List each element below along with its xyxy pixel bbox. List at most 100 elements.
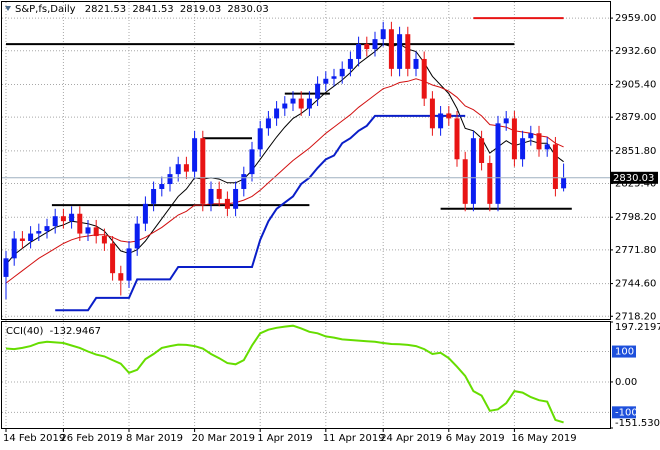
- candle-body: [388, 29, 394, 69]
- y-tick-label: 2825.40: [615, 179, 656, 190]
- y-tick-label: 2932.60: [615, 46, 656, 57]
- candle-body: [306, 98, 312, 109]
- y-tick-label: 2959.00: [615, 13, 656, 24]
- x-tick-label: 24 Apr 2019: [380, 433, 442, 444]
- candle-body: [265, 118, 271, 129]
- y-tick-label: 2798.20: [615, 212, 656, 223]
- x-tick-label: 16 May 2019: [511, 433, 576, 444]
- candle-body: [151, 188, 157, 204]
- candle-body: [274, 108, 280, 119]
- chart-header: S&P,fs,Daily 2821.53 2841.53 2819.03 283…: [15, 4, 269, 15]
- x-tick-label: 20 Mar 2019: [192, 433, 255, 444]
- candle-body: [487, 162, 493, 204]
- candle-body: [126, 248, 132, 281]
- candle-body: [339, 68, 345, 77]
- candle-body: [52, 216, 58, 227]
- header-open: 2821.53: [85, 4, 126, 15]
- candle-body: [208, 188, 214, 204]
- candle-body: [241, 174, 247, 189]
- candle-body: [77, 213, 83, 234]
- candle-body: [118, 273, 124, 281]
- candle-body: [93, 227, 99, 237]
- header-high: 2841.53: [132, 4, 173, 15]
- candle-body: [495, 123, 501, 204]
- cci-line: [5, 324, 564, 424]
- candle-body: [470, 138, 476, 204]
- last-price-box: [610, 171, 658, 184]
- candle-body: [44, 226, 50, 232]
- candle-body: [28, 233, 34, 241]
- candle-body: [282, 103, 288, 109]
- y-tick-label: 2879.00: [615, 112, 656, 123]
- candle-body: [544, 144, 550, 150]
- candle-body: [438, 113, 444, 129]
- cci-header: CCI(40) -132.9467: [6, 326, 101, 337]
- level-label: -100: [615, 407, 638, 418]
- y-tick-label: 2851.80: [615, 146, 656, 157]
- y-tick-label: 0.00: [615, 377, 637, 388]
- candle-body: [364, 44, 370, 50]
- candle-body: [216, 188, 222, 199]
- candle-body: [479, 138, 485, 163]
- candle-body: [421, 58, 427, 99]
- candle-body: [528, 133, 534, 139]
- candle-body: [233, 188, 239, 209]
- level-label: 100: [615, 347, 634, 358]
- candle-body: [429, 98, 435, 129]
- candle-body: [413, 58, 419, 69]
- candle-body: [290, 98, 296, 104]
- candle-body: [454, 118, 460, 160]
- candle-body: [552, 144, 558, 189]
- candle-body: [503, 118, 509, 124]
- y-tick-label: 2905.40: [615, 79, 656, 90]
- x-tick-label: 6 May 2019: [446, 433, 505, 444]
- candle-body: [249, 149, 255, 175]
- candle-body: [183, 164, 189, 172]
- candle-body: [397, 34, 403, 69]
- y-tick-label: 2771.80: [615, 245, 656, 256]
- candle-body: [405, 34, 411, 69]
- y-tick-label: 2718.20: [615, 311, 656, 322]
- candle-body: [85, 227, 91, 234]
- cci-last: -132.9467: [50, 326, 101, 337]
- indicator-line: [55, 114, 466, 312]
- x-tick-label: 11 Apr 2019: [323, 433, 385, 444]
- candle-body: [192, 138, 198, 172]
- x-tick-label: 14 Feb 2019: [3, 433, 65, 444]
- candle-body: [315, 83, 321, 99]
- candle-body: [142, 203, 148, 224]
- price-panel: [1, 1, 611, 320]
- candle-body: [69, 213, 75, 222]
- last-price-label: 2830.03: [613, 173, 654, 184]
- level-box: [612, 406, 636, 419]
- candle-body: [134, 223, 140, 249]
- candle-body: [323, 78, 329, 84]
- candle-body: [298, 98, 304, 109]
- candle-body: [561, 177, 567, 189]
- x-tick-label: 1 Apr 2019: [257, 433, 312, 444]
- candle-body: [356, 44, 362, 59]
- indicator-line: [5, 78, 564, 284]
- cci-title: CCI(40): [6, 326, 44, 337]
- chart-title: S&P,fs,Daily: [15, 4, 76, 15]
- candle-body: [462, 159, 468, 204]
- candle-body: [536, 133, 542, 150]
- candle-body: [372, 39, 378, 50]
- candle-body: [101, 236, 107, 244]
- header-close: 2830.03: [227, 4, 268, 15]
- y-tick-label: 2744.60: [615, 279, 656, 290]
- candle-body: [520, 138, 526, 160]
- candle-body: [60, 216, 66, 222]
- candle-body: [446, 113, 452, 119]
- candle-body: [36, 231, 42, 234]
- header-low: 2819.03: [180, 4, 221, 15]
- candle-body: [3, 258, 9, 277]
- indicator-line: [5, 43, 564, 265]
- x-tick-label: 8 Mar 2019: [126, 433, 183, 444]
- cci-panel: [1, 321, 611, 429]
- candle-body: [19, 238, 25, 241]
- level-box: [612, 345, 636, 358]
- candle-body: [167, 174, 173, 185]
- candle-body: [224, 198, 230, 209]
